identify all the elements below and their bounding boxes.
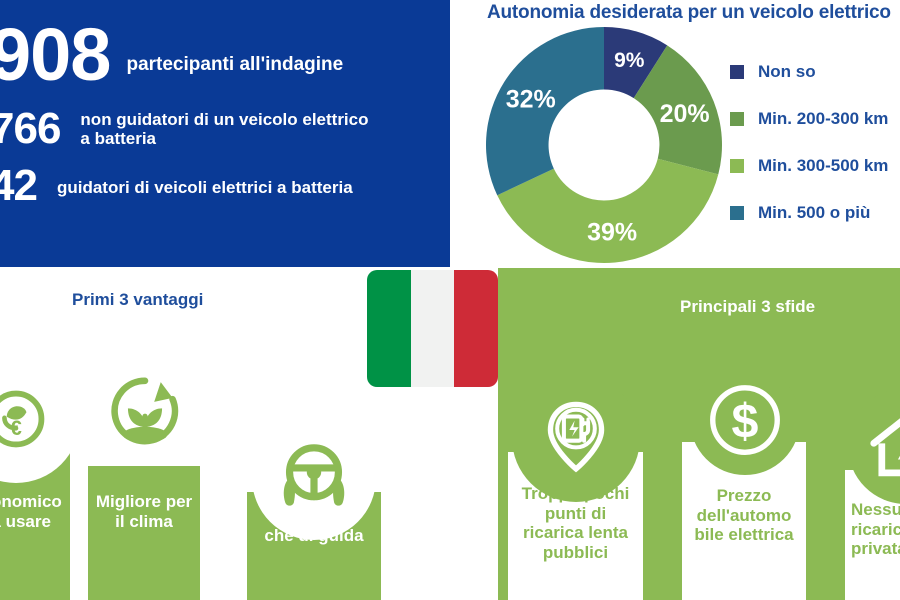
stat-row-non-drivers: 766 non guidatori di un veicolo elettric…	[0, 104, 380, 153]
legend-label: Min. 500 o più	[758, 202, 871, 222]
chart-title: Autonomia desiderata per un veicolo elet…	[487, 2, 891, 23]
charging-pin-glyph	[547, 401, 605, 473]
legend-swatch-icon	[730, 111, 744, 126]
challenges-title: Principali 3 sfide	[680, 297, 816, 316]
donut-slice-3[interactable]	[486, 27, 604, 196]
eco-plant-glyph	[111, 377, 179, 445]
svg-text:€: €	[10, 417, 22, 440]
survey-stats-panel: 908 partecipanti all'indagine 766 non gu…	[0, 0, 450, 267]
svg-text:$: $	[732, 394, 759, 448]
advantage-label: Migliore per il clima	[95, 492, 193, 531]
advantage-bar-2[interactable]: Migliore per il clima	[88, 466, 200, 600]
advantage-label: Economico da usare	[0, 492, 62, 531]
challenge-label: Nessuna ricarica privata	[851, 500, 900, 559]
chart-legend: Non so Min. 200-300 km Min. 300-500 km M…	[730, 48, 900, 236]
donut-slice-0[interactable]	[604, 27, 668, 99]
stat-number: 908	[0, 13, 111, 96]
flag-stripe-white	[410, 270, 455, 387]
stat-number: 42	[0, 161, 38, 210]
stat-row-participants: 908 partecipanti all'indagine	[0, 13, 386, 96]
flag-stripe-green	[367, 270, 411, 387]
donut-slice-label-2: 39%	[587, 218, 637, 246]
money-leaf-glyph: €	[0, 390, 45, 448]
donut-svg: 9% 20% 39% 32%	[486, 27, 722, 264]
range-donut-chart: 9% 20% 39% 32%	[484, 20, 724, 270]
donut-slice-label-1: 20%	[660, 100, 710, 128]
legend-swatch-icon	[730, 205, 744, 220]
advantages-title: Primi 3 vantaggi	[72, 290, 204, 309]
donut-slice-2[interactable]	[497, 158, 719, 264]
stat-label: non guidatori di un veicolo elettrico a …	[80, 109, 369, 148]
legend-swatch-icon	[730, 158, 744, 173]
italy-flag-badge	[367, 270, 498, 387]
legend-item-500-plus[interactable]: Min. 500 o più	[730, 189, 900, 236]
dollar-coin-glyph: $	[710, 385, 780, 455]
stat-row-ev-drivers: 42 guidatori di veicoli elettrici a batt…	[0, 161, 377, 210]
legend-item-300-500[interactable]: Min. 300-500 km	[730, 142, 900, 189]
legend-label: Min. 200-300 km	[758, 108, 889, 128]
legend-label: Non so	[758, 61, 816, 81]
legend-item-non-so[interactable]: Non so	[730, 48, 900, 95]
stat-label: guidatori di veicoli elettrici a batteri…	[56, 178, 353, 198]
donut-slice-1[interactable]	[633, 45, 722, 175]
stat-number: 766	[0, 104, 61, 153]
legend-label: Min. 300-500 km	[758, 155, 889, 175]
stat-label: partecipanti all'indagine	[126, 53, 344, 75]
donut-slice-label-3: 32%	[506, 86, 556, 114]
charging-pin-icon	[512, 374, 640, 502]
dollar-coin-icon: $	[690, 365, 800, 475]
challenge-label: Prezzo dell'automo bile elettrica	[694, 486, 794, 545]
donut-slice-label-0: 9%	[614, 49, 645, 72]
eco-plant-icon	[90, 356, 200, 466]
legend-item-200-300[interactable]: Min. 200-300 km	[730, 95, 900, 142]
steering-wheel-icon	[252, 416, 376, 540]
legend-swatch-icon	[730, 64, 744, 79]
home-charge-glyph	[870, 418, 900, 477]
steering-wheel-glyph	[283, 444, 345, 506]
flag-stripe-red	[454, 270, 498, 387]
